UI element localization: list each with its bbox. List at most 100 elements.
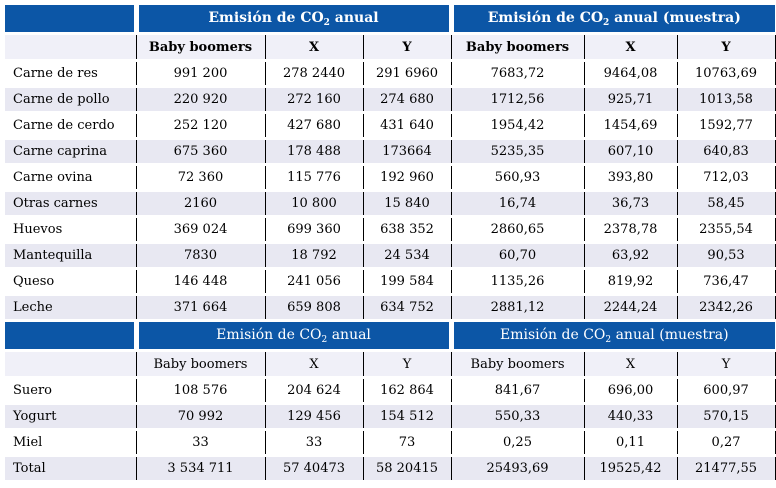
cell-value: 73 <box>362 429 452 457</box>
row-label: Carne ovina <box>5 164 136 192</box>
cell-value: 675 360 <box>135 138 265 166</box>
column-header: Baby boomers <box>135 33 265 62</box>
table-row: Yogurt 70 992 129 456 154 512 550,33 440,33 57… <box>5 403 776 431</box>
empty-header-cell <box>5 33 136 62</box>
title-text: Emisión de CO <box>208 9 324 26</box>
cell-value: 36,73 <box>583 190 678 218</box>
cell-value: 2355,54 <box>676 216 776 244</box>
row-label: Queso <box>5 268 136 296</box>
co2-subscript: 2 <box>605 334 612 345</box>
co2-subscript: 2 <box>323 17 330 28</box>
table-row: Queso 146 448 241 056 199 584 1135,26 819,92 7… <box>5 268 776 296</box>
cell-value: 638 352 <box>362 216 452 244</box>
cell-value: 162 864 <box>362 377 452 405</box>
title-text: anual (muestra) <box>611 326 729 343</box>
row-label: Carne de pollo <box>5 86 136 114</box>
cell-value: 712,03 <box>676 164 776 192</box>
column-header: Y <box>676 350 776 379</box>
cell-value: 607,10 <box>583 138 678 166</box>
title-text: Emisión de CO <box>216 326 322 343</box>
cell-value: 2860,65 <box>450 216 585 244</box>
table-row: Carne de pollo 220 920 272 160 274 680 1712,… <box>5 86 776 114</box>
cell-value: 1454,69 <box>583 112 678 140</box>
cell-value: 57 40473 <box>264 455 363 483</box>
row-label: Carne caprina <box>5 138 136 166</box>
cell-value: 272 160 <box>264 86 363 114</box>
cell-value: 63,92 <box>583 242 678 270</box>
cell-value: 72 360 <box>135 164 265 192</box>
section-title: Emisión de CO2 anual (muestra) <box>448 320 776 352</box>
cell-value: 146 448 <box>135 268 265 296</box>
cell-value: 90,53 <box>676 242 776 270</box>
cell-value: 129 456 <box>264 403 363 431</box>
section-1: Emisión de CO2 anual Emisión de CO2 anua… <box>5 5 776 62</box>
cell-value: 1712,56 <box>450 86 585 114</box>
cell-value: 199 584 <box>362 268 452 296</box>
cell-value: 25493,69 <box>450 455 585 483</box>
cell-value: 33 <box>135 429 265 457</box>
section-1-rows: Carne de res 991 200 278 2440 291 6960 7683,… <box>5 60 776 322</box>
cell-value: 16,74 <box>450 190 585 218</box>
cell-value: 2378,78 <box>583 216 678 244</box>
cell-value: 115 776 <box>264 164 363 192</box>
title-text: Emisión de CO <box>487 9 604 26</box>
cell-value: 192 960 <box>362 164 452 192</box>
cell-value: 736,47 <box>676 268 776 296</box>
table-row: Carne de cerdo 252 120 427 680 431 640 1954,… <box>5 112 776 140</box>
cell-value: 10 800 <box>264 190 363 218</box>
cell-value: 440,33 <box>583 403 678 431</box>
cell-value: 252 120 <box>135 112 265 140</box>
cell-value: 1013,58 <box>676 86 776 114</box>
row-label: Carne de cerdo <box>5 112 136 140</box>
table-row: Total 3 534 711 57 40473 58 20415 25493,69 19… <box>5 455 776 483</box>
cell-value: 640,83 <box>676 138 776 166</box>
cell-value: 634 752 <box>362 294 452 322</box>
cell-value: 58 20415 <box>362 455 452 483</box>
cell-value: 278 2440 <box>264 60 363 88</box>
cell-value: 0,25 <box>450 429 585 457</box>
cell-value: 58,45 <box>676 190 776 218</box>
cell-value: 173664 <box>362 138 452 166</box>
column-header-row: Baby boomers X Y Baby boomers X Y <box>5 350 776 379</box>
table-row: Carne caprina 675 360 178 488 173664 5235,35… <box>5 138 776 166</box>
table-row: Carne ovina 72 360 115 776 192 960 560,93 393… <box>5 164 776 192</box>
cell-value: 925,71 <box>583 86 678 114</box>
cell-value: 2160 <box>135 190 265 218</box>
cell-value: 1592,77 <box>676 112 776 140</box>
column-header: Baby boomers <box>135 350 265 379</box>
cell-value: 550,33 <box>450 403 585 431</box>
cell-value: 3 534 711 <box>135 455 265 483</box>
cell-value: 70 992 <box>135 403 265 431</box>
cell-value: 427 680 <box>264 112 363 140</box>
emissions-table: Emisión de CO2 anual Emisión de CO2 anua… <box>5 5 776 483</box>
cell-value: 9464,08 <box>583 60 678 88</box>
cell-value: 0,27 <box>676 429 776 457</box>
table-row: Leche 371 664 659 808 634 752 2881,12 2244,24… <box>5 294 776 322</box>
section-title-row: Emisión de CO2 anual Emisión de CO2 anua… <box>5 5 776 35</box>
cell-value: 60,70 <box>450 242 585 270</box>
cell-value: 2881,12 <box>450 294 585 322</box>
corner-cell <box>5 320 136 352</box>
cell-value: 819,92 <box>583 268 678 296</box>
table-row: Carne de res 991 200 278 2440 291 6960 7683,… <box>5 60 776 88</box>
column-header: X <box>264 33 363 62</box>
title-text: anual <box>329 9 379 26</box>
row-label: Otras carnes <box>5 190 136 218</box>
cell-value: 274 680 <box>362 86 452 114</box>
cell-value: 841,67 <box>450 377 585 405</box>
column-header: Y <box>362 33 452 62</box>
title-text: anual <box>327 326 371 343</box>
section-title: Emisión de CO2 anual (muestra) <box>448 5 776 35</box>
column-header: X <box>583 33 678 62</box>
cell-value: 371 664 <box>135 294 265 322</box>
cell-value: 570,15 <box>676 403 776 431</box>
row-label: Yogurt <box>5 403 136 431</box>
cell-value: 369 024 <box>135 216 265 244</box>
cell-value: 291 6960 <box>362 60 452 88</box>
corner-cell <box>5 5 136 35</box>
row-label: Total <box>5 455 136 483</box>
cell-value: 178 488 <box>264 138 363 166</box>
co2-subscript: 2 <box>603 17 610 28</box>
table-row: Miel 33 33 73 0,25 0,11 0,27 <box>5 429 776 457</box>
table-row: Suero 108 576 204 624 162 864 841,67 696,00 60… <box>5 377 776 405</box>
